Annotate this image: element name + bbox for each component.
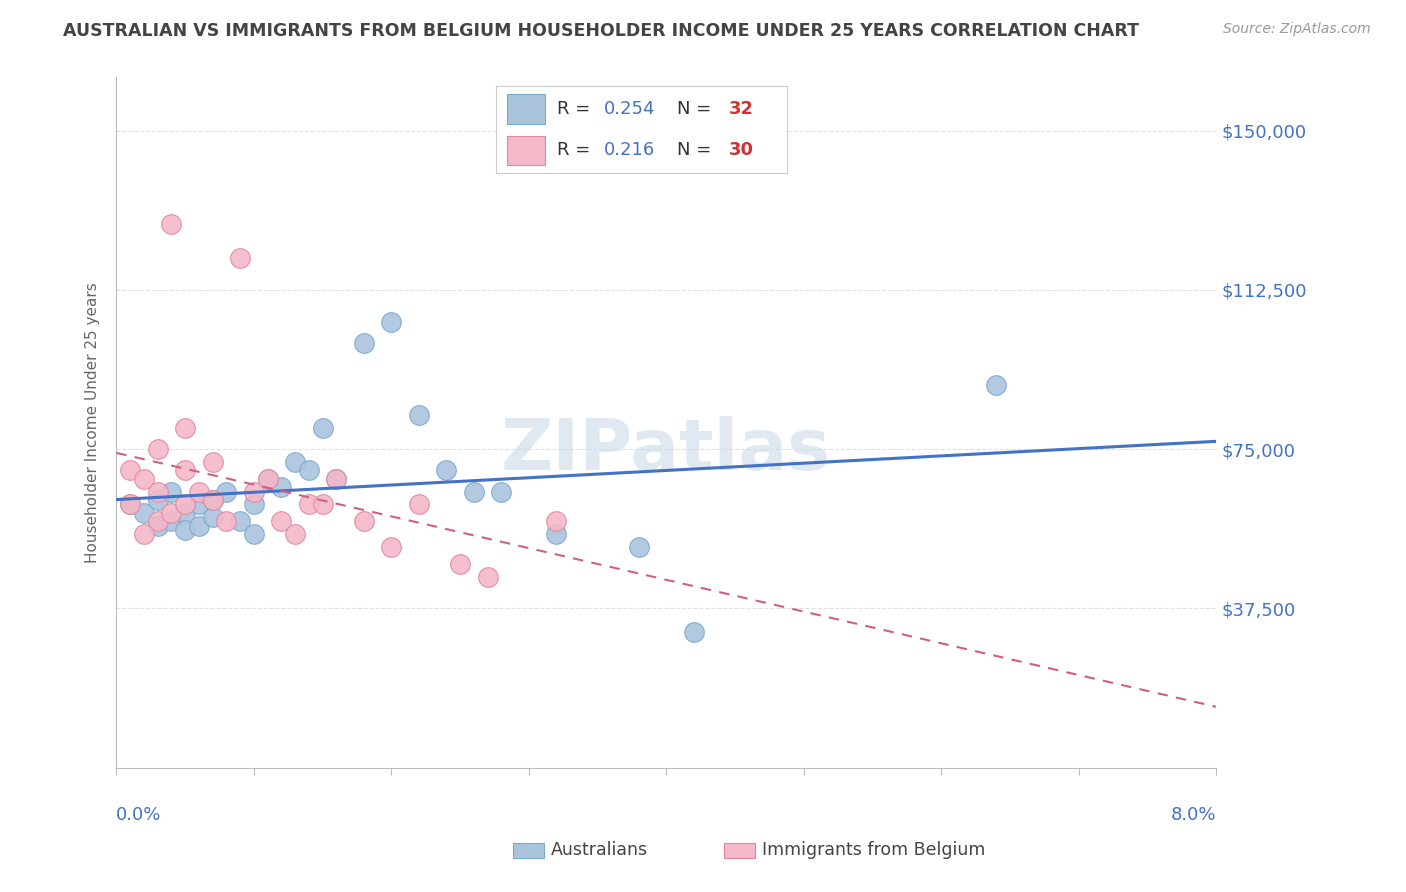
Point — [215, 514, 238, 528]
Point — [215, 484, 238, 499]
Point — [118, 497, 141, 511]
Point — [477, 569, 499, 583]
Point — [146, 493, 169, 508]
Text: Immigrants from Belgium: Immigrants from Belgium — [762, 841, 986, 859]
Point — [242, 484, 264, 499]
Point — [160, 484, 183, 499]
Text: Australians: Australians — [551, 841, 648, 859]
Point — [132, 527, 155, 541]
Point — [242, 497, 264, 511]
Point — [463, 484, 485, 499]
Point — [380, 315, 402, 329]
Point — [201, 455, 224, 469]
Point — [132, 472, 155, 486]
Point — [160, 506, 183, 520]
Point — [284, 527, 307, 541]
Point — [187, 518, 209, 533]
Point — [146, 518, 169, 533]
Point — [174, 497, 197, 511]
Point — [434, 463, 457, 477]
Text: AUSTRALIAN VS IMMIGRANTS FROM BELGIUM HOUSEHOLDER INCOME UNDER 25 YEARS CORRELAT: AUSTRALIAN VS IMMIGRANTS FROM BELGIUM HO… — [63, 22, 1139, 40]
Point — [118, 463, 141, 477]
Point — [174, 421, 197, 435]
Point — [325, 472, 347, 486]
Point — [627, 540, 650, 554]
Point — [146, 514, 169, 528]
Point — [187, 484, 209, 499]
Point — [986, 378, 1008, 392]
Point — [256, 472, 278, 486]
Point — [491, 484, 513, 499]
Point — [298, 497, 321, 511]
Y-axis label: Householder Income Under 25 years: Householder Income Under 25 years — [86, 282, 100, 563]
Point — [380, 540, 402, 554]
Point — [174, 463, 197, 477]
Text: Source: ZipAtlas.com: Source: ZipAtlas.com — [1223, 22, 1371, 37]
Point — [325, 472, 347, 486]
Point — [270, 514, 292, 528]
Point — [201, 493, 224, 508]
Point — [174, 506, 197, 520]
Point — [311, 421, 333, 435]
Point — [160, 217, 183, 231]
Point — [201, 510, 224, 524]
Text: 8.0%: 8.0% — [1171, 805, 1216, 823]
Point — [546, 527, 568, 541]
Point — [311, 497, 333, 511]
Text: ZIPatlas: ZIPatlas — [501, 416, 831, 484]
Point — [256, 472, 278, 486]
Point — [146, 442, 169, 456]
Point — [449, 557, 471, 571]
Text: 0.0%: 0.0% — [117, 805, 162, 823]
Point — [118, 497, 141, 511]
Point — [546, 514, 568, 528]
Point — [353, 335, 375, 350]
Point — [408, 408, 430, 422]
Point — [174, 523, 197, 537]
Point — [229, 251, 252, 265]
Point — [298, 463, 321, 477]
Point — [132, 506, 155, 520]
Point — [242, 527, 264, 541]
Point — [146, 484, 169, 499]
Point — [353, 514, 375, 528]
Point — [284, 455, 307, 469]
Point — [229, 514, 252, 528]
Point — [160, 514, 183, 528]
Point — [270, 480, 292, 494]
Point — [408, 497, 430, 511]
Point — [201, 493, 224, 508]
Point — [187, 497, 209, 511]
Point — [682, 624, 704, 639]
